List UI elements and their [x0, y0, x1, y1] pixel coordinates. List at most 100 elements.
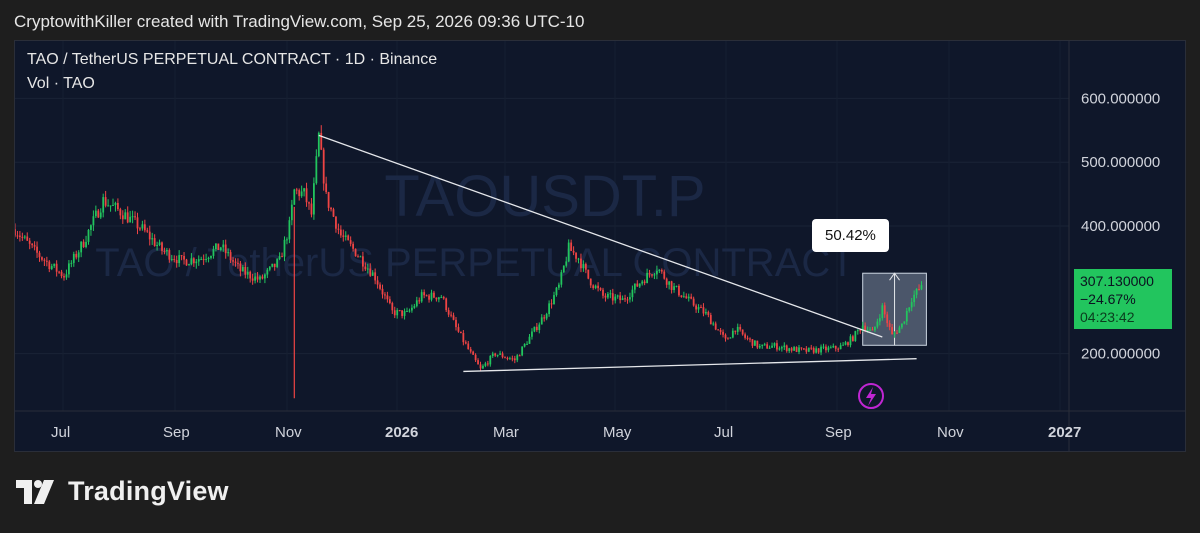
x-tick-label: Jul: [51, 424, 70, 441]
measure-percent-label: 50.42%: [812, 219, 889, 252]
candle-body: [550, 303, 553, 305]
candle-body: [188, 264, 190, 266]
candle-body: [731, 330, 734, 338]
candle-body: [381, 288, 384, 295]
y-tick-label: 400.000000: [1081, 218, 1160, 235]
candle-body: [337, 228, 340, 230]
flash-icon[interactable]: [858, 383, 884, 409]
candle-body: [800, 347, 803, 349]
candle-body: [261, 276, 264, 279]
candle-body: [700, 307, 702, 309]
candle-body: [641, 281, 644, 284]
tradingview-logo[interactable]: TradingView: [16, 476, 229, 507]
candle-body: [908, 307, 911, 311]
candle-body: [60, 271, 63, 277]
candle-body: [168, 250, 171, 260]
candle-body: [883, 305, 886, 315]
candle-body: [805, 348, 808, 352]
candle-body: [859, 330, 862, 332]
candle-body: [834, 345, 837, 349]
candle-body: [440, 297, 443, 299]
candle-body: [491, 353, 494, 356]
candle-body: [496, 354, 499, 356]
candle-body: [232, 260, 234, 262]
candle-body: [195, 261, 198, 264]
candle-body: [53, 263, 56, 267]
symbol-legend[interactable]: TAO / TetherUS PERPETUAL CONTRACT · 1D ·…: [27, 51, 438, 68]
price-chart[interactable]: TAOUSDT.P TAO / TetherUS PERPETUAL CONTR…: [15, 41, 1185, 451]
candle-body: [266, 269, 269, 275]
candle-body: [139, 228, 141, 230]
candle-body: [239, 263, 242, 272]
candle-body: [15, 229, 16, 236]
candle-body: [310, 203, 313, 215]
candle-body: [513, 358, 516, 361]
lower-trendline[interactable]: [463, 358, 917, 373]
candle-body: [134, 216, 136, 218]
candle-body: [839, 345, 842, 350]
candle-body: [192, 258, 195, 264]
candle-body: [371, 272, 374, 276]
candle-body: [207, 257, 210, 259]
candle-body: [244, 266, 247, 275]
candle-body: [567, 242, 570, 262]
x-tick-label: 2026: [385, 424, 418, 441]
chart-panel[interactable]: TAOUSDT.P TAO / TetherUS PERPETUAL CONTR…: [14, 40, 1186, 452]
candle-body: [376, 280, 379, 285]
candle-body: [746, 337, 749, 339]
candle-body: [504, 357, 506, 359]
candle-body: [648, 272, 651, 275]
candle-body: [369, 268, 372, 276]
candle-body: [560, 272, 563, 285]
candle-body: [489, 355, 492, 365]
candle-body: [428, 295, 430, 300]
candle-body: [565, 261, 568, 266]
candle-body: [121, 215, 124, 220]
volume-legend[interactable]: Vol · TAO: [27, 75, 95, 92]
candle-body: [678, 285, 680, 296]
candle-body: [197, 259, 200, 262]
candle-body: [298, 190, 301, 197]
candle-body: [754, 340, 756, 346]
symbol-watermark: TAOUSDT.P TAO / TetherUS PERPETUAL CONTR…: [95, 164, 854, 285]
candle-body: [511, 358, 514, 360]
candle-body: [712, 323, 715, 325]
candle-body: [249, 271, 252, 279]
candle-body: [756, 340, 759, 348]
candle-body: [180, 255, 183, 257]
candle-body: [166, 250, 168, 252]
candle-body: [705, 312, 707, 314]
candle-body: [425, 295, 428, 297]
candle-body: [320, 132, 323, 150]
x-tick-label: 2027: [1048, 424, 1081, 441]
grid: [15, 41, 1069, 411]
candle-body: [374, 272, 377, 281]
candle-body: [780, 347, 783, 349]
upper-trendline[interactable]: [318, 134, 883, 338]
candle-body: [761, 344, 764, 347]
candle-body: [347, 235, 350, 241]
candle-body: [246, 271, 249, 275]
candle-body: [124, 212, 127, 220]
candle-body: [697, 307, 700, 310]
candle-body: [202, 259, 205, 261]
candle-body: [317, 132, 320, 157]
candle-body: [847, 342, 849, 346]
candle-body: [901, 323, 903, 328]
candle-body: [687, 296, 690, 299]
candle-body: [714, 323, 717, 330]
candle-body: [643, 281, 646, 284]
candle-body: [58, 271, 60, 273]
candle-body: [212, 249, 215, 256]
candle-body: [19, 235, 21, 237]
candle-body: [685, 296, 688, 299]
candle-body: [680, 295, 683, 298]
candle-body: [384, 294, 386, 296]
trendlines[interactable]: [318, 134, 917, 373]
candle-body: [224, 244, 227, 254]
candle-body: [185, 259, 188, 266]
candle-body: [362, 256, 364, 267]
candle-body: [437, 297, 440, 300]
candle-body: [668, 281, 671, 285]
candle-body: [290, 204, 293, 221]
